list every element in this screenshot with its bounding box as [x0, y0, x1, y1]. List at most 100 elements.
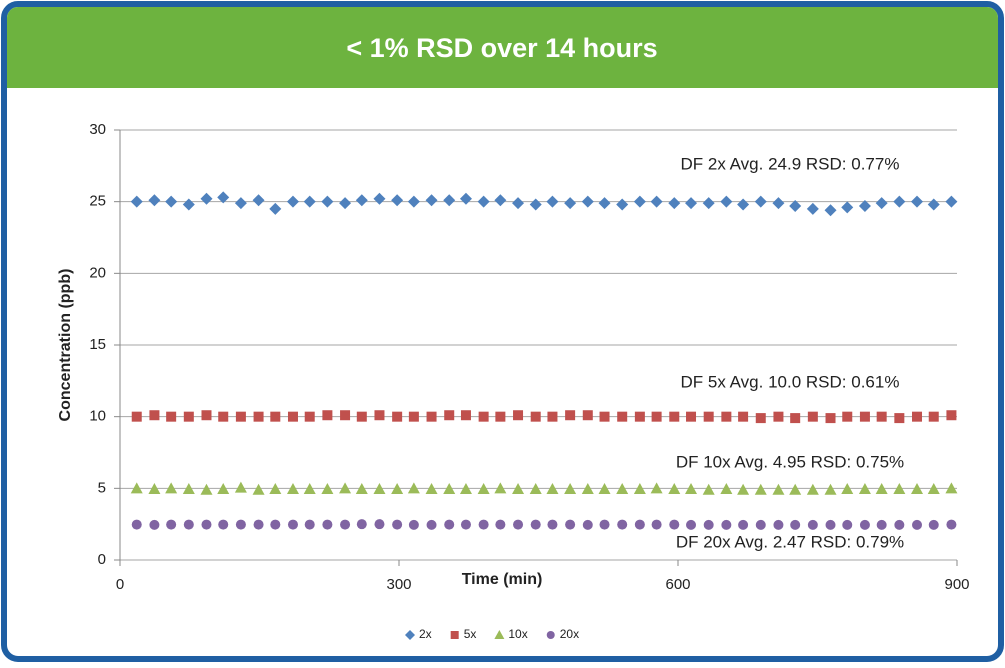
- marker: [789, 483, 802, 495]
- marker: [200, 483, 213, 495]
- marker: [685, 197, 698, 210]
- marker: [287, 519, 298, 530]
- marker: [165, 482, 178, 494]
- marker: [754, 195, 767, 208]
- marker: [165, 195, 178, 208]
- marker: [599, 519, 610, 530]
- marker: [182, 483, 195, 495]
- marker: [928, 519, 939, 530]
- marker: [669, 411, 680, 422]
- marker: [789, 199, 802, 212]
- marker: [911, 483, 924, 495]
- marker: [235, 411, 246, 422]
- marker: [737, 483, 750, 495]
- marker: [392, 519, 403, 530]
- marker: [444, 410, 455, 421]
- marker: [721, 411, 732, 422]
- marker: [495, 411, 506, 422]
- marker: [650, 482, 663, 494]
- marker: [894, 519, 905, 530]
- marker: [218, 519, 229, 530]
- marker: [875, 483, 888, 495]
- marker: [616, 198, 629, 211]
- marker: [252, 483, 265, 495]
- marker: [234, 481, 247, 493]
- marker: [773, 411, 784, 422]
- marker: [685, 483, 698, 495]
- marker: [616, 483, 629, 495]
- marker: [513, 410, 524, 421]
- marker: [166, 519, 177, 530]
- marker: [825, 519, 836, 530]
- marker: [564, 197, 577, 210]
- marker: [407, 195, 420, 208]
- marker: [513, 519, 524, 530]
- marker: [703, 411, 714, 422]
- marker: [946, 410, 957, 421]
- marker: [201, 410, 212, 421]
- marker: [443, 483, 456, 495]
- marker: [529, 483, 542, 495]
- marker: [912, 519, 923, 530]
- marker: [183, 519, 194, 530]
- marker: [806, 202, 819, 215]
- marker: [130, 482, 143, 494]
- x-tick-label: 900: [944, 576, 969, 593]
- annotation: DF 20x Avg. 2.47 RSD: 0.79%: [676, 532, 904, 551]
- marker: [149, 519, 160, 530]
- marker: [737, 198, 750, 211]
- marker: [408, 411, 419, 422]
- legend-marker: [494, 630, 505, 639]
- marker: [426, 411, 437, 422]
- marker: [720, 483, 733, 495]
- marker: [321, 195, 334, 208]
- marker: [253, 519, 264, 530]
- marker: [945, 195, 958, 208]
- marker: [495, 519, 506, 530]
- marker: [269, 483, 282, 495]
- marker: [235, 519, 246, 530]
- marker: [738, 519, 749, 530]
- header: [7, 7, 998, 88]
- marker: [945, 482, 958, 494]
- marker: [460, 519, 471, 530]
- marker: [148, 483, 161, 495]
- y-tick-label: 5: [98, 479, 106, 496]
- marker: [407, 482, 420, 494]
- legend-label: 10x: [508, 627, 527, 641]
- marker: [339, 482, 352, 494]
- marker: [374, 519, 385, 530]
- marker: [686, 411, 697, 422]
- x-tick-label: 0: [116, 576, 124, 593]
- x-axis-title: Time (min): [462, 571, 543, 588]
- annotation: DF 2x Avg. 24.9 RSD: 0.77%: [681, 154, 900, 173]
- marker: [858, 199, 871, 212]
- marker: [425, 194, 438, 207]
- marker: [686, 519, 697, 530]
- marker: [841, 201, 854, 214]
- marker: [270, 519, 281, 530]
- marker: [772, 483, 785, 495]
- marker: [304, 519, 315, 530]
- marker: [425, 483, 438, 495]
- marker: [876, 411, 887, 422]
- marker: [824, 204, 837, 217]
- marker: [373, 483, 386, 495]
- marker: [859, 519, 870, 530]
- marker: [842, 411, 853, 422]
- marker: [355, 483, 368, 495]
- marker: [702, 483, 715, 495]
- marker: [702, 197, 715, 210]
- marker: [634, 519, 645, 530]
- marker: [321, 483, 334, 495]
- marker: [720, 195, 733, 208]
- marker: [303, 195, 316, 208]
- marker: [825, 413, 836, 424]
- marker: [912, 411, 923, 422]
- marker: [754, 483, 767, 495]
- annotation: DF 10x Avg. 4.95 RSD: 0.75%: [676, 452, 904, 471]
- marker: [911, 195, 924, 208]
- marker: [444, 519, 455, 530]
- marker: [339, 197, 352, 210]
- marker: [546, 483, 559, 495]
